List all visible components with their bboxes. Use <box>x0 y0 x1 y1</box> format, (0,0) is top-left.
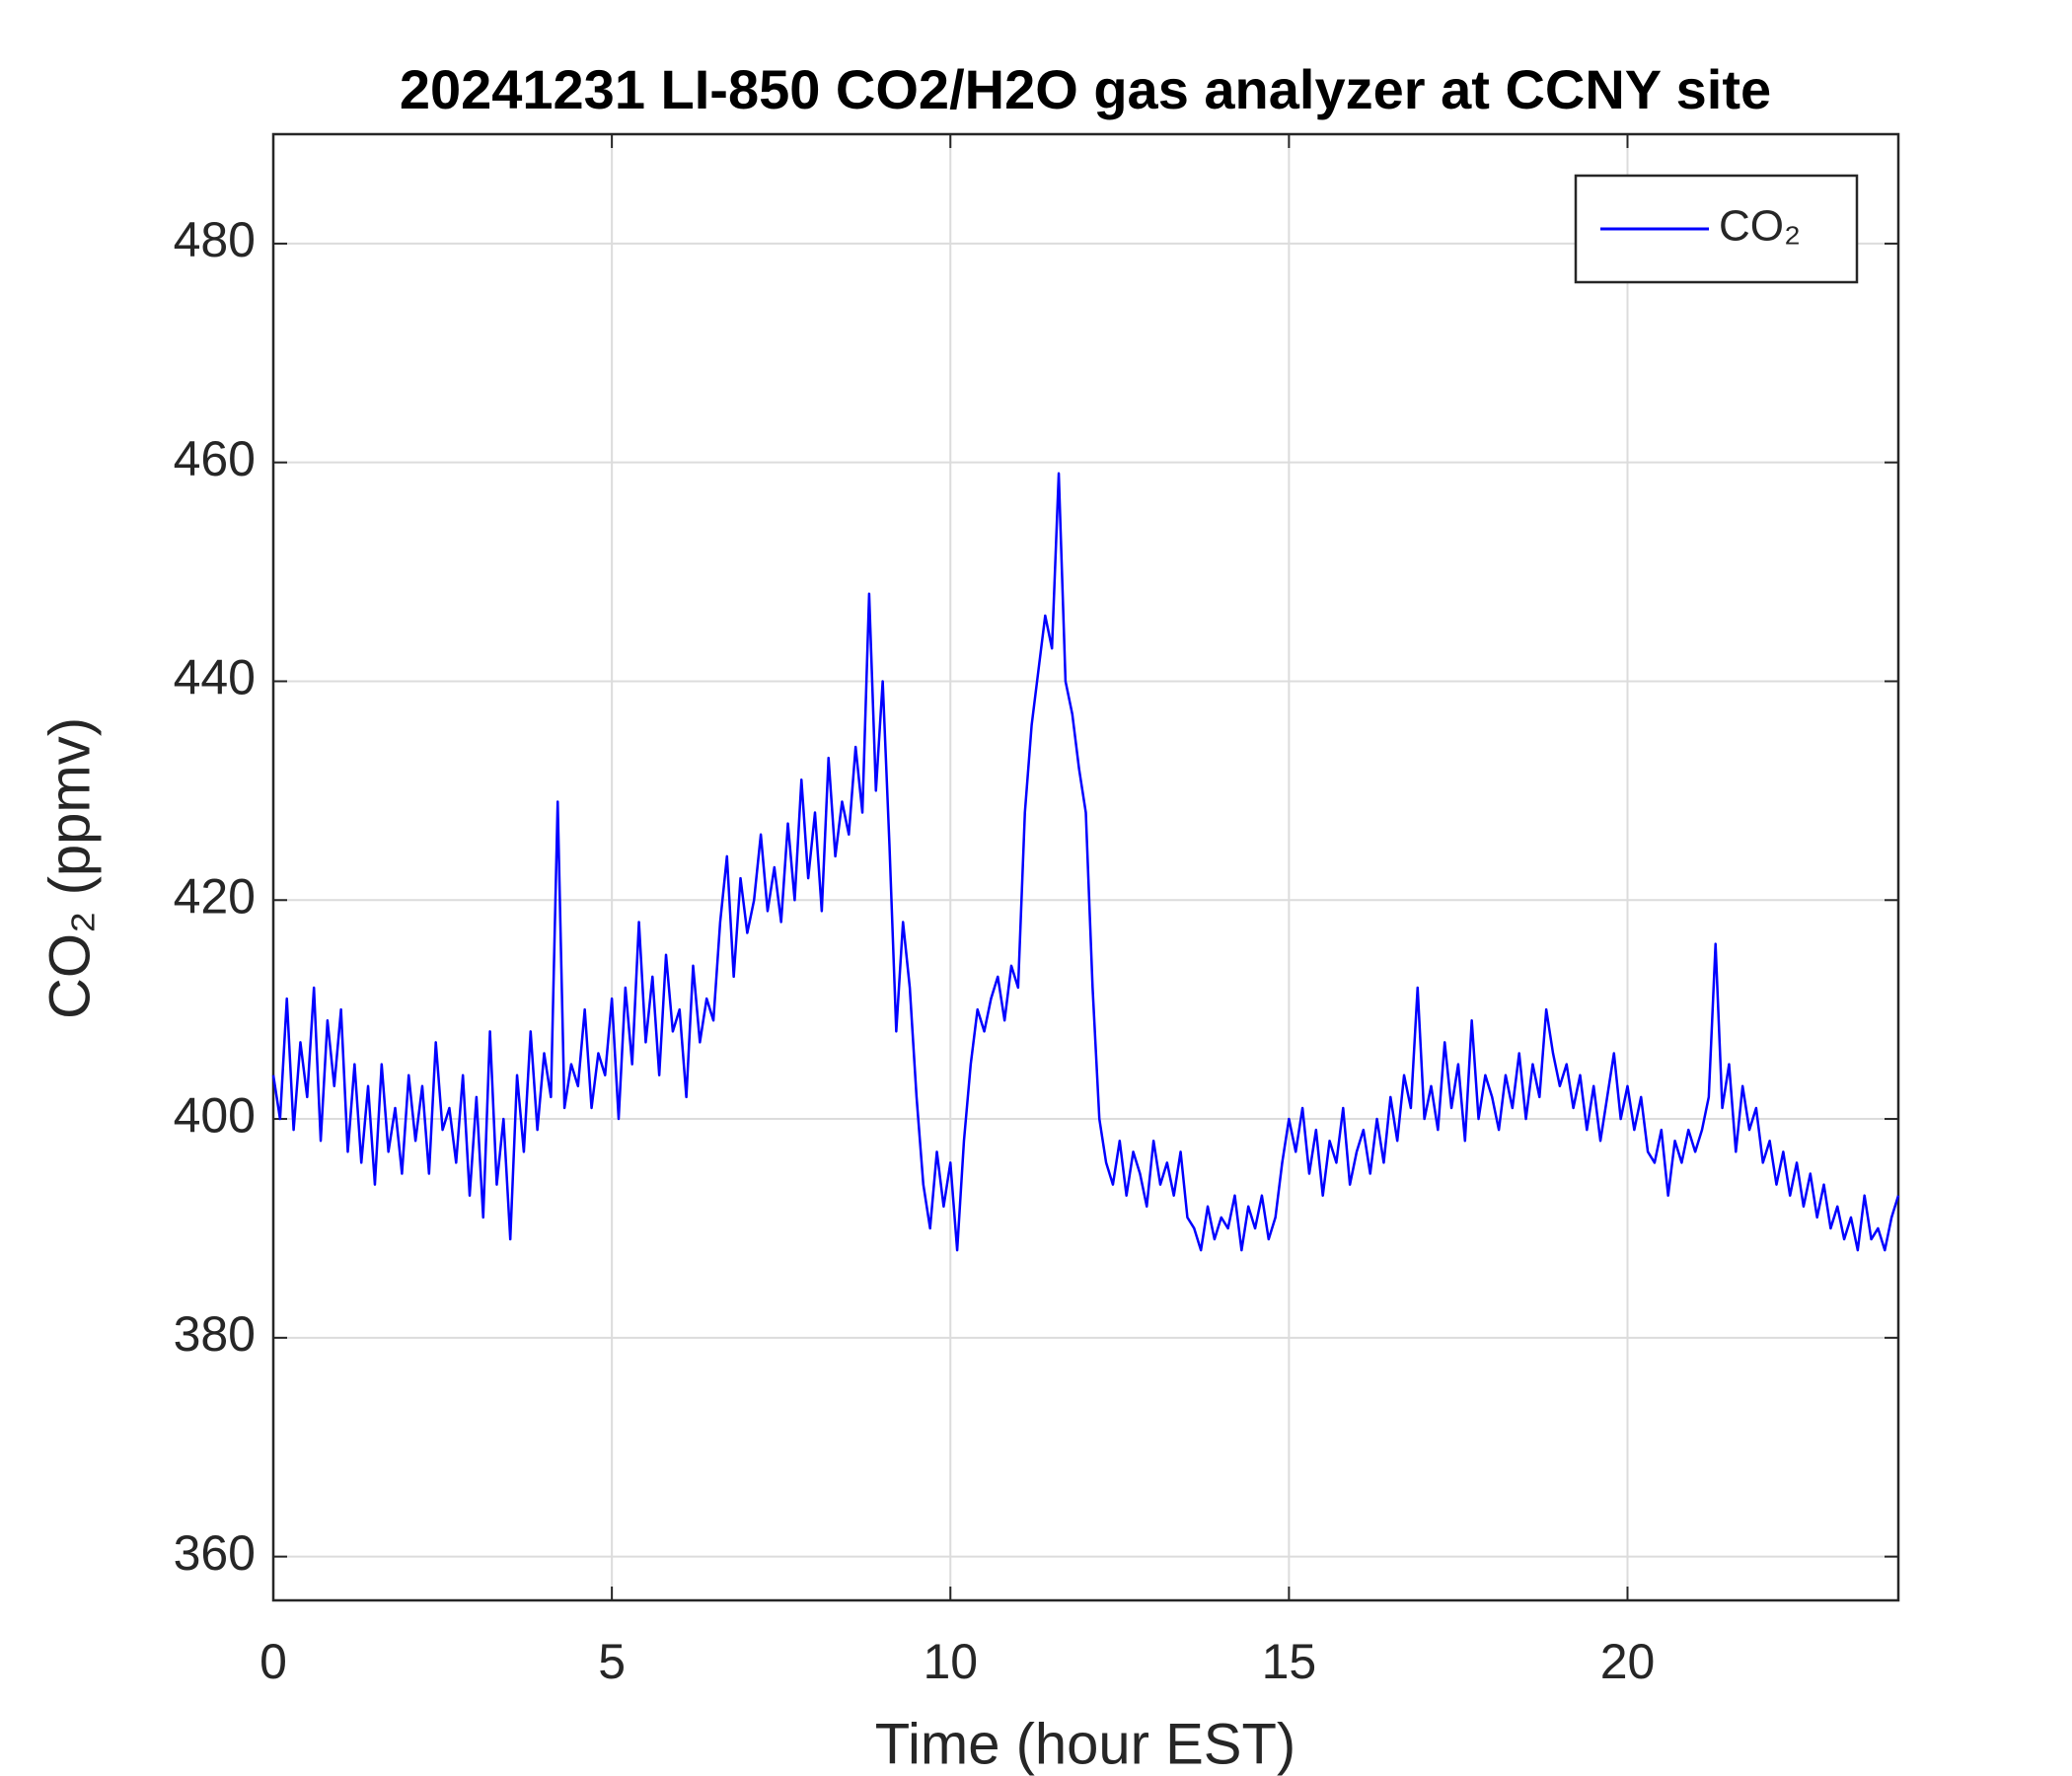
y-tick-label: 360 <box>174 1525 256 1581</box>
x-tick-label: 5 <box>598 1634 626 1689</box>
x-axis-label: Time (hour EST) <box>875 1712 1295 1776</box>
y-tick-label: 480 <box>174 212 256 267</box>
y-tick-label: 460 <box>174 431 256 486</box>
plot-frame <box>271 132 1900 1602</box>
y-tick-label: 440 <box>174 650 256 705</box>
x-tick-label: 10 <box>923 1634 978 1689</box>
y-tick-label: 420 <box>174 868 256 924</box>
legend-label: CO₂ <box>1719 202 1801 251</box>
x-tick-label: 0 <box>259 1634 287 1689</box>
y-axis-label: CO₂ (ppmv) <box>37 717 102 1019</box>
y-tick-label: 400 <box>174 1087 256 1143</box>
x-tick-label: 20 <box>1600 1634 1656 1689</box>
x-tick-label: 15 <box>1262 1634 1317 1689</box>
data-line <box>271 472 1900 1252</box>
y-tick-label: 380 <box>174 1306 256 1362</box>
chart-title: 20241231 LI-850 CO2/H2O gas analyzer at … <box>400 58 1771 120</box>
